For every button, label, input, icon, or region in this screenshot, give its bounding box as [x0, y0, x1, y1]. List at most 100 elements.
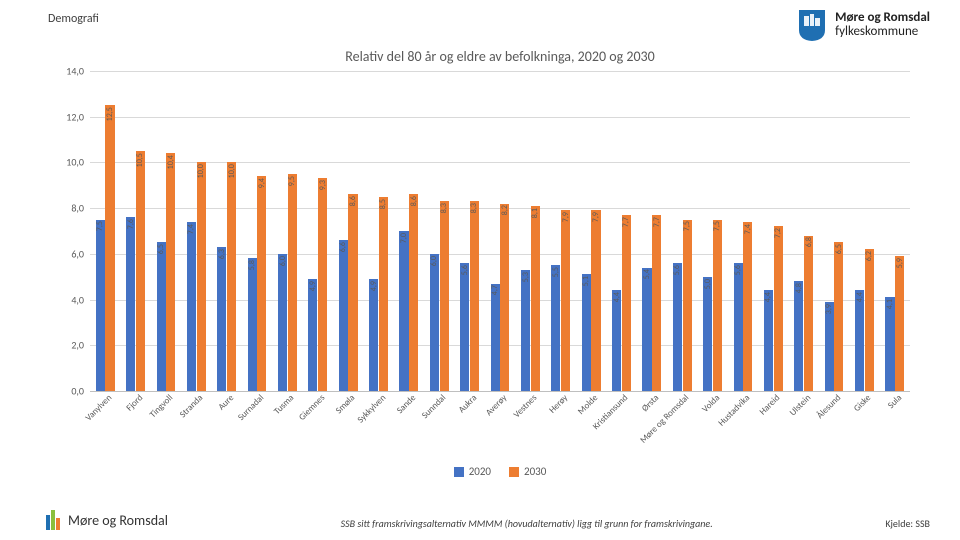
bar-data-label: 8,3: [439, 201, 449, 213]
bar: 6,5: [834, 242, 843, 391]
bar-data-label: 7,9: [561, 210, 571, 222]
category-label: Sula: [885, 392, 904, 411]
gridline: [90, 71, 910, 72]
bar-data-label: 10,4: [166, 153, 176, 169]
bar-data-label: 7,4: [186, 222, 196, 234]
bar: 8,6: [348, 194, 357, 391]
bar-data-label: 7,6: [126, 217, 136, 229]
bar-data-label: 4,4: [855, 290, 865, 302]
bar-data-label: 6,0: [278, 254, 288, 266]
bar-data-label: 8,6: [409, 194, 419, 206]
bar: 5,5: [551, 265, 560, 391]
gridline: [90, 117, 910, 118]
brand-logo: Møre og Romsdal fylkeskommune: [797, 8, 930, 42]
category-label: Ulstein: [787, 392, 813, 418]
footer-title: Møre og Romsdal: [68, 512, 168, 529]
bar: 7,9: [561, 210, 570, 391]
bar-data-label: 7,5: [682, 220, 692, 232]
category-label: Giske: [852, 392, 874, 414]
bar: 8,1: [531, 206, 540, 391]
bar: 4,1: [885, 297, 894, 391]
category-label: Ørsta: [639, 392, 661, 414]
bar: 7,0: [399, 231, 408, 391]
bar-data-label: 7,9: [591, 210, 601, 222]
bar-data-label: 10,0: [227, 162, 237, 178]
gridline: [90, 162, 910, 163]
bar: 4,4: [612, 290, 621, 391]
bar-data-label: 7,7: [652, 215, 662, 227]
legend-label: 2030: [524, 465, 546, 478]
category-label: Giemnes: [296, 392, 327, 423]
legend-label: 2020: [469, 465, 491, 478]
bar-data-label: 7,4: [743, 222, 753, 234]
bar: 8,3: [470, 201, 479, 391]
legend-item: 2020: [454, 465, 491, 478]
bar: 7,9: [591, 210, 600, 391]
footer-note: SSB sitt framskrivingsalternativ MMMM (h…: [341, 517, 713, 530]
chart-container: Relativ del 80 år og eldre av befolkning…: [90, 48, 910, 448]
bar: 3,9: [825, 302, 834, 391]
bar-data-label: 4,4: [612, 290, 622, 302]
bar-data-label: 5,6: [460, 263, 470, 275]
bar-data-label: 6,5: [156, 242, 166, 254]
legend-swatch: [509, 467, 519, 477]
bar: 9,4: [257, 176, 266, 391]
bar: 8,2: [500, 204, 509, 391]
bar: 7,6: [126, 217, 135, 391]
category-label: Smøla: [334, 392, 358, 416]
bar: 10,0: [197, 162, 206, 391]
bar: 12,5: [105, 105, 114, 391]
category-label: Stranda: [178, 392, 206, 420]
y-tick-label: 0,0: [71, 385, 90, 398]
bar-data-label: 8,3: [469, 201, 479, 213]
bar-data-label: 7,5: [95, 220, 105, 232]
bar-data-label: 6,3: [217, 247, 227, 259]
shield-icon: [797, 8, 827, 42]
bar: 5,6: [734, 263, 743, 391]
bar-data-label: 8,2: [500, 204, 510, 216]
bar: 5,3: [521, 270, 530, 391]
bar: 5,4: [642, 268, 651, 391]
bar-data-label: 5,6: [672, 263, 682, 275]
bar-data-label: 4,1: [885, 297, 895, 309]
category-label: Volda: [699, 392, 721, 414]
bar-data-label: 7,7: [621, 215, 631, 227]
bar: 4,9: [308, 279, 317, 391]
bar: 4,9: [369, 279, 378, 391]
bar: 10,0: [227, 162, 236, 391]
category-label: Tingvoll: [147, 392, 175, 420]
bar-data-label: 4,9: [369, 279, 379, 291]
bar: 7,4: [187, 222, 196, 391]
bar: 9,3: [318, 178, 327, 391]
bar: 5,6: [460, 263, 469, 391]
footer-logo-icon: [46, 510, 60, 530]
y-tick-label: 8,0: [71, 202, 90, 215]
bar: 4,7: [491, 284, 500, 391]
bar-data-label: 8,5: [378, 197, 388, 209]
bar-data-label: 12,5: [105, 105, 115, 121]
bar-data-label: 9,3: [318, 178, 328, 190]
bar-data-label: 9,4: [257, 176, 267, 188]
bar: 7,5: [683, 220, 692, 391]
bar: 7,2: [774, 226, 783, 391]
bar-data-label: 5,5: [551, 265, 561, 277]
category-label: Sunndal: [420, 392, 449, 421]
bar: 10,5: [136, 151, 145, 391]
bar-data-label: 7,0: [399, 231, 409, 243]
bar: 5,6: [673, 263, 682, 391]
bar: 5,9: [895, 256, 904, 391]
bar-data-label: 6,0: [429, 254, 439, 266]
y-tick-label: 12,0: [66, 110, 90, 123]
y-tick-label: 2,0: [71, 339, 90, 352]
legend-item: 2030: [509, 465, 546, 478]
bar: 6,0: [278, 254, 287, 391]
bar-data-label: 4,4: [763, 290, 773, 302]
bar-data-label: 4,7: [490, 284, 500, 296]
bar: 8,3: [440, 201, 449, 391]
bar: 8,6: [409, 194, 418, 391]
category-label: Aukra: [456, 392, 479, 415]
bar: 7,7: [652, 215, 661, 391]
bar: 6,3: [217, 247, 226, 391]
bar-data-label: 6,6: [338, 240, 348, 252]
bar-data-label: 10,0: [196, 162, 206, 178]
